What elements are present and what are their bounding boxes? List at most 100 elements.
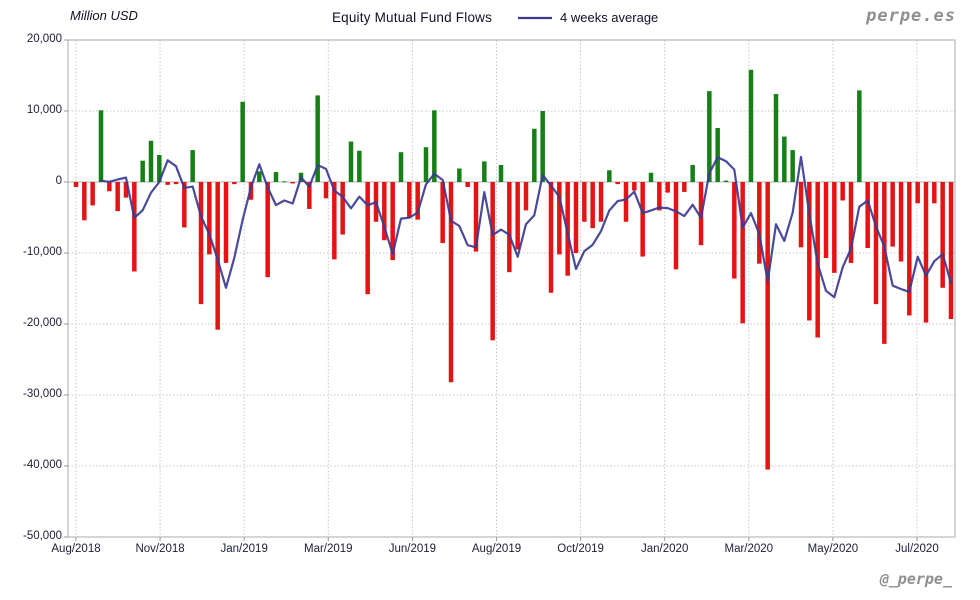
flow-bar-positive (648, 172, 654, 182)
flow-bar-positive (348, 141, 354, 182)
flow-bar-positive (540, 111, 545, 182)
x-axis-label: Mar/2019 (304, 543, 353, 555)
flow-bar-positive (748, 69, 754, 182)
flow-bar-negative (332, 182, 337, 260)
y-axis-label: -50,000 (22, 530, 62, 542)
flow-bar-positive (357, 150, 362, 182)
flow-bar-negative (757, 182, 762, 264)
flow-bar-positive (723, 180, 729, 182)
flow-bar-negative (123, 182, 129, 198)
flow-bar-positive (315, 95, 320, 182)
flow-bar-positive (607, 170, 612, 182)
y-axis-label: -40,000 (22, 459, 62, 471)
flow-bar-negative (673, 182, 679, 270)
flow-bar-negative (573, 182, 579, 253)
y-axis-label: 10,000 (26, 104, 62, 116)
flow-bar-positive (432, 110, 437, 182)
watermark-twitter-handle: @_perpe_ (879, 570, 952, 588)
flow-bar-negative (440, 182, 445, 244)
x-axis-label: Jul/2020 (895, 543, 939, 555)
flow-bar-negative (523, 182, 529, 211)
flow-bar-negative (657, 182, 662, 211)
flow-bar-negative (507, 182, 512, 273)
flow-bar-negative (382, 182, 387, 241)
flow-bar-positive (398, 152, 404, 182)
flow-bar-positive (257, 171, 262, 182)
legend-label: 4 weeks average (560, 10, 659, 25)
y-axis-label: 20,000 (26, 33, 62, 45)
flow-bar-negative (90, 182, 95, 206)
flow-bar-positive (157, 155, 162, 182)
y-axis-title: Million USD (70, 8, 138, 23)
flow-bar-negative (923, 182, 929, 323)
flow-bar-negative (948, 182, 954, 320)
x-axis-label: Aug/2019 (471, 543, 522, 555)
flow-bar-negative (340, 182, 345, 235)
flow-bar-negative (82, 182, 87, 221)
flow-bar-positive (532, 128, 537, 182)
flow-bar-negative (632, 182, 637, 191)
flow-bar-positive (857, 90, 862, 182)
flow-bar-positive (423, 147, 429, 182)
flow-bar-negative (882, 182, 887, 344)
flow-bar-positive (190, 150, 195, 182)
flow-bar-positive (715, 128, 720, 182)
flow-bar-negative (365, 182, 370, 295)
flow-bar-negative (473, 182, 479, 252)
flow-bar-negative (132, 182, 137, 272)
flow-bar-positive (498, 164, 504, 182)
flow-bar-negative (490, 182, 495, 341)
flow-bar-negative (515, 182, 520, 250)
watermark-site: perpe.es (866, 6, 956, 26)
flow-bar-positive (273, 172, 279, 182)
flow-bar-positive (782, 136, 787, 182)
flow-bar-negative (682, 182, 687, 192)
flow-bar-negative (873, 182, 879, 305)
flow-bar-negative (598, 182, 604, 222)
flow-bar-positive (148, 140, 154, 182)
flow-bar-negative (307, 182, 312, 209)
flow-bar-positive (98, 110, 104, 182)
flow-bar-negative (115, 182, 120, 212)
legend-line-icon (518, 16, 552, 19)
flow-bar-negative (182, 182, 187, 228)
flow-bar-negative (623, 182, 629, 222)
flow-bar-negative (448, 182, 454, 383)
flow-bar-negative (765, 182, 770, 470)
flow-bar-positive (707, 91, 712, 182)
flow-bar-negative (465, 182, 470, 187)
flow-bar-positive (790, 150, 795, 182)
flow-bar-negative (848, 182, 854, 263)
flow-bar-negative (890, 182, 895, 247)
flow-bar-negative (840, 182, 845, 201)
flow-bar-negative (415, 182, 420, 220)
flow-bar-negative (898, 182, 904, 262)
flow-bar-negative (73, 182, 79, 187)
flow-bar-negative (390, 182, 395, 261)
flow-bar-negative (615, 182, 620, 185)
flow-bar-positive (773, 93, 779, 182)
flow-bar-negative (732, 182, 737, 279)
x-axis-label: May/2020 (807, 543, 859, 555)
flow-bar-negative (548, 182, 554, 293)
flow-bar-negative (173, 182, 179, 185)
flow-bar-negative (832, 182, 837, 273)
flow-bar-negative (323, 182, 329, 199)
flow-bar-negative (915, 182, 920, 204)
y-axis-label: -30,000 (22, 388, 62, 400)
flow-bar-negative (165, 182, 170, 185)
flow-bar-negative (207, 182, 212, 255)
flow-bar-negative (407, 182, 412, 219)
flow-bar-positive (482, 161, 487, 182)
flow-bar-negative (107, 182, 112, 192)
legend: 4 weeks average (517, 10, 658, 25)
flow-bar-negative (907, 182, 912, 316)
chart-title: Equity Mutual Fund Flows (331, 10, 493, 25)
flow-bar-negative (557, 182, 562, 255)
flow-bar-negative (640, 182, 645, 257)
x-axis-label: Aug/2018 (51, 543, 101, 555)
flow-bar-positive (240, 101, 245, 182)
flow-bar-negative (215, 182, 220, 330)
